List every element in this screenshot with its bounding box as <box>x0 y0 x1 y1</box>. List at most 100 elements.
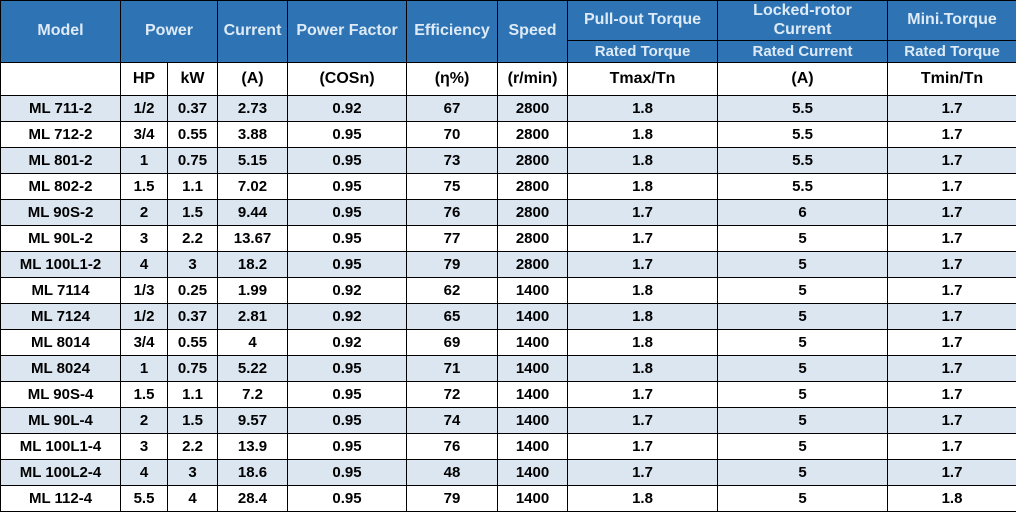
cell-model: ML 100L1-4 <box>0 433 121 460</box>
cell-current-a: 9.44 <box>217 199 289 226</box>
cell-speed-rpm: 2800 <box>497 147 569 174</box>
cell-mini-torque-ratio: 1.7 <box>887 407 1016 434</box>
table-row: ML 100L1-2 4 3 18.2 0.95 79 2800 1.7 5 1.7 <box>0 251 1016 278</box>
cell-current-a: 13.67 <box>217 225 289 252</box>
cell-speed-rpm: 2800 <box>497 121 569 148</box>
cell-power-factor-cos: 0.95 <box>287 355 408 382</box>
cell-power-kw: 2.2 <box>166 433 219 460</box>
cell-speed-rpm: 1400 <box>497 355 569 382</box>
col-header-locked-rotor-denominator: Rated Current <box>717 40 889 63</box>
cell-model: ML 90L-4 <box>0 407 121 434</box>
unit-kw: kW <box>166 62 219 96</box>
cell-speed-rpm: 2800 <box>497 225 569 252</box>
cell-current-a: 7.02 <box>217 173 289 200</box>
cell-current-a: 3.88 <box>217 121 289 148</box>
cell-efficiency-percent: 65 <box>406 303 499 330</box>
cell-power-factor-cos: 0.95 <box>287 199 408 226</box>
table-row: ML 711-2 1/2 0.37 2.73 0.92 67 2800 1.8 5.5 1.7 <box>0 95 1016 122</box>
cell-efficiency-percent: 76 <box>406 433 499 460</box>
table-row: ML 90L-4 2 1.5 9.57 0.95 74 1400 1.7 5 1.7 <box>0 407 1016 434</box>
cell-mini-torque-ratio: 1.7 <box>887 277 1016 304</box>
cell-efficiency-percent: 75 <box>406 173 499 200</box>
cell-power-kw: 0.75 <box>166 355 219 382</box>
cell-model: ML 801-2 <box>0 147 121 174</box>
cell-locked-rotor-current-ratio: 5.5 <box>717 147 889 174</box>
cell-locked-rotor-current-ratio: 5 <box>717 459 889 486</box>
cell-current-a: 1.99 <box>217 277 289 304</box>
unit-hp: HP <box>120 62 168 96</box>
cell-model: ML 100L1-2 <box>0 251 121 278</box>
cell-mini-torque-ratio: 1.7 <box>887 329 1016 356</box>
cell-power-factor-cos: 0.92 <box>287 329 408 356</box>
cell-power-hp: 4 <box>120 459 168 486</box>
cell-pullout-torque-ratio: 1.8 <box>567 485 719 512</box>
cell-power-kw: 1.1 <box>166 381 219 408</box>
cell-power-hp: 1/2 <box>120 303 168 330</box>
cell-power-factor-cos: 0.95 <box>287 381 408 408</box>
cell-efficiency-percent: 48 <box>406 459 499 486</box>
cell-mini-torque-ratio: 1.7 <box>887 459 1016 486</box>
table-row: ML 7114 1/3 0.25 1.99 0.92 62 1400 1.8 5 1.7 <box>0 277 1016 304</box>
cell-model: ML 8014 <box>0 329 121 356</box>
cell-pullout-torque-ratio: 1.8 <box>567 329 719 356</box>
cell-power-factor-cos: 0.95 <box>287 147 408 174</box>
cell-power-kw: 0.75 <box>166 147 219 174</box>
cell-power-hp: 3 <box>120 433 168 460</box>
cell-pullout-torque-ratio: 1.7 <box>567 199 719 226</box>
cell-model: ML 112-4 <box>0 485 121 512</box>
table-row: ML 90S-2 2 1.5 9.44 0.95 76 2800 1.7 6 1.7 <box>0 199 1016 226</box>
cell-power-hp: 3/4 <box>120 329 168 356</box>
cell-locked-rotor-current-ratio: 5 <box>717 433 889 460</box>
table-row: ML 801-2 1 0.75 5.15 0.95 73 2800 1.8 5.5 1.7 <box>0 147 1016 174</box>
cell-pullout-torque-ratio: 1.7 <box>567 251 719 278</box>
cell-power-kw: 0.37 <box>166 95 219 122</box>
cell-speed-rpm: 1400 <box>497 485 569 512</box>
table-row: ML 90L-2 3 2.2 13.67 0.95 77 2800 1.7 5 1.7 <box>0 225 1016 252</box>
col-header-pullout-torque-denominator: Rated Torque <box>567 40 719 63</box>
cell-power-kw: 1.5 <box>166 199 219 226</box>
cell-current-a: 28.4 <box>217 485 289 512</box>
unit-efficiency: (η%) <box>406 62 499 96</box>
cell-locked-rotor-current-ratio: 5 <box>717 329 889 356</box>
cell-mini-torque-ratio: 1.7 <box>887 147 1016 174</box>
cell-current-a: 2.81 <box>217 303 289 330</box>
table-row: ML 712-2 3/4 0.55 3.88 0.95 70 2800 1.8 5.5 1.7 <box>0 121 1016 148</box>
cell-mini-torque-ratio: 1.7 <box>887 303 1016 330</box>
cell-power-kw: 3 <box>166 251 219 278</box>
cell-power-hp: 5.5 <box>120 485 168 512</box>
cell-model: ML 802-2 <box>0 173 121 200</box>
cell-speed-rpm: 1400 <box>497 303 569 330</box>
cell-efficiency-percent: 79 <box>406 251 499 278</box>
cell-pullout-torque-ratio: 1.7 <box>567 459 719 486</box>
cell-pullout-torque-ratio: 1.7 <box>567 225 719 252</box>
cell-locked-rotor-current-ratio: 5 <box>717 381 889 408</box>
cell-speed-rpm: 2800 <box>497 199 569 226</box>
col-header-power: Power <box>119 0 219 63</box>
cell-efficiency-percent: 69 <box>406 329 499 356</box>
cell-locked-rotor-current-ratio: 5 <box>717 485 889 512</box>
table-row: ML 8024 1 0.75 5.22 0.95 71 1400 1.8 5 1.7 <box>0 355 1016 382</box>
col-header-pullout-torque-numerator: Pull-out Torque <box>567 0 719 41</box>
cell-mini-torque-ratio: 1.7 <box>887 251 1016 278</box>
cell-mini-torque-ratio: 1.7 <box>887 121 1016 148</box>
cell-current-a: 13.9 <box>217 433 289 460</box>
unit-model-blank <box>0 62 121 96</box>
cell-power-kw: 2.2 <box>166 225 219 252</box>
cell-efficiency-percent: 73 <box>406 147 499 174</box>
cell-efficiency-percent: 72 <box>406 381 499 408</box>
cell-model: ML 7124 <box>0 303 121 330</box>
cell-speed-rpm: 1400 <box>497 407 569 434</box>
cell-power-hp: 1.5 <box>120 381 168 408</box>
cell-mini-torque-ratio: 1.7 <box>887 199 1016 226</box>
table-row: ML 8014 3/4 0.55 4 0.92 69 1400 1.8 5 1.7 <box>0 329 1016 356</box>
cell-locked-rotor-current-ratio: 5 <box>717 277 889 304</box>
cell-power-hp: 1 <box>120 355 168 382</box>
cell-power-kw: 0.55 <box>166 329 219 356</box>
col-header-model: Model <box>0 0 121 63</box>
table-row: ML 802-2 1.5 1.1 7.02 0.95 75 2800 1.8 5.5 1.7 <box>0 173 1016 200</box>
cell-model: ML 100L2-4 <box>0 459 121 486</box>
cell-power-kw: 4 <box>166 485 219 512</box>
cell-current-a: 7.2 <box>217 381 289 408</box>
cell-model: ML 8024 <box>0 355 121 382</box>
cell-speed-rpm: 2800 <box>497 173 569 200</box>
